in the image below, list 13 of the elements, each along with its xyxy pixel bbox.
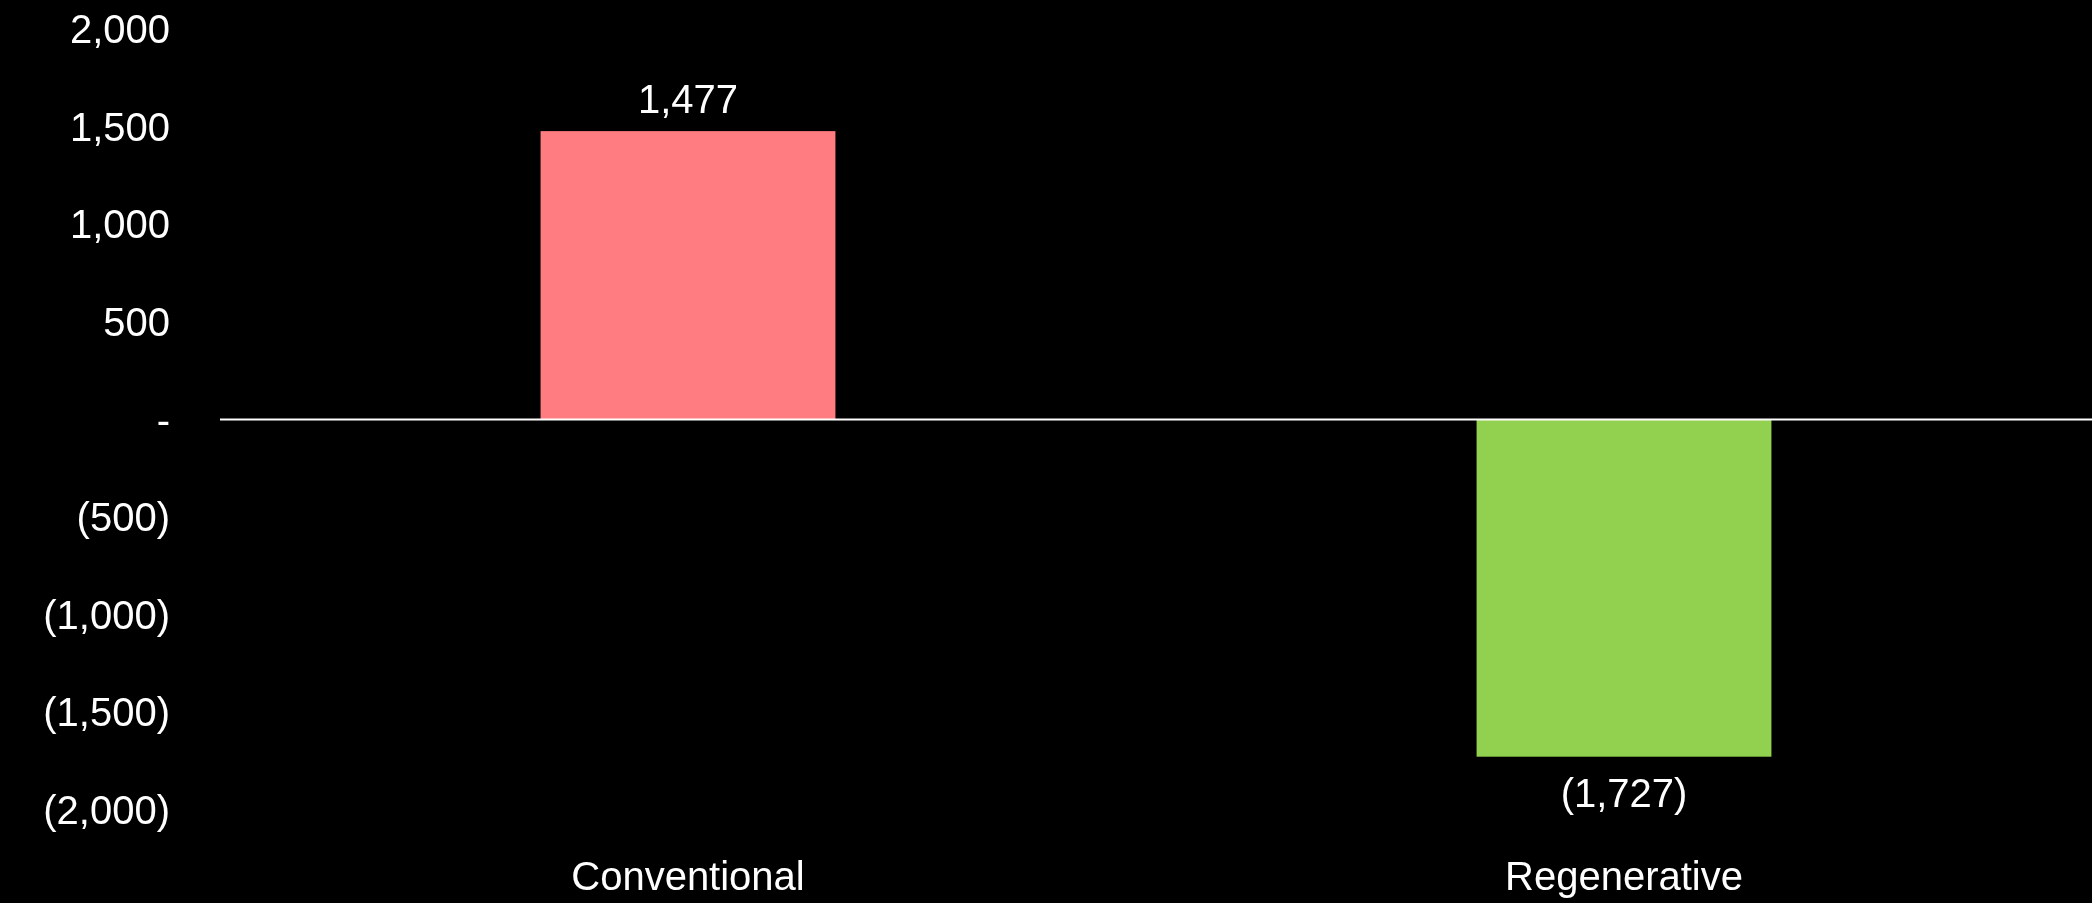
y-tick-label: (1,500) <box>43 690 170 735</box>
y-tick-label: (1,000) <box>43 592 170 637</box>
x-tick-label: Regenerative <box>1505 854 1743 898</box>
y-tick-label: (2,000) <box>43 788 170 832</box>
y-tick-label: 1,500 <box>69 104 170 149</box>
data-label: 1,477 <box>637 77 739 122</box>
x-tick-label: Conventional <box>571 854 805 898</box>
y-tick-label: 500 <box>103 299 170 344</box>
y-tick-label: 1,000 <box>69 202 170 247</box>
y-tick-label: 2,000 <box>69 7 170 51</box>
y-tick-label: (500) <box>76 495 170 540</box>
y-tick-label: - <box>156 397 170 442</box>
data-label: (1,727) <box>1560 770 1688 815</box>
